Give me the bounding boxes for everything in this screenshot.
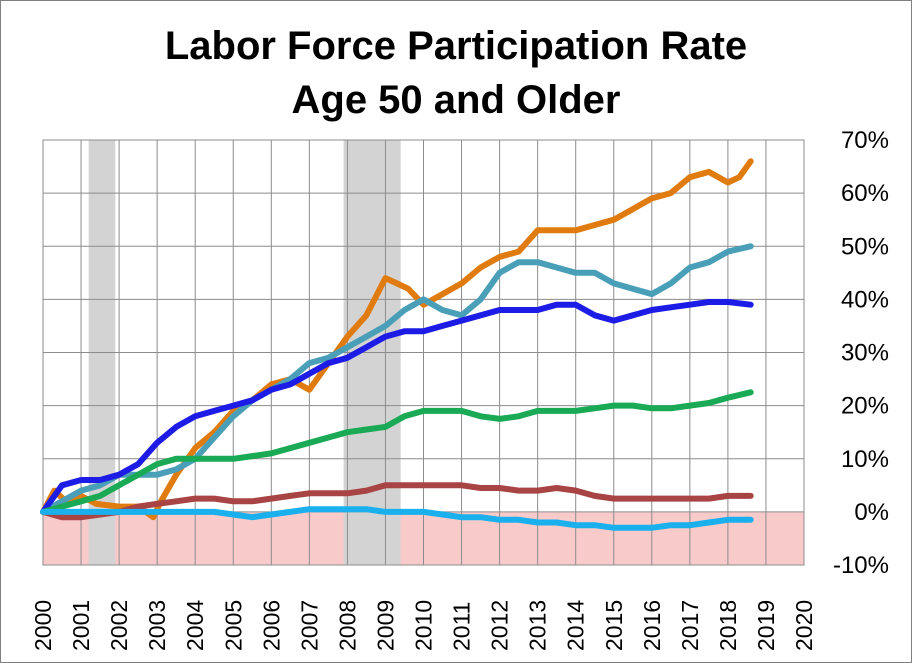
x-tick-label: 2012 <box>487 600 513 651</box>
x-tick-label: 2019 <box>753 600 779 651</box>
y-axis-ticks: -10% 0% 10% 20% 30% 40% 50% 60% 70% <box>833 127 889 579</box>
x-tick-label: 2016 <box>639 600 665 651</box>
x-tick-label: 2008 <box>334 600 360 651</box>
series-line <box>40 299 754 515</box>
x-tick-label: 2020 <box>791 600 817 651</box>
y-tick-label: 10% <box>841 446 889 473</box>
x-tick-label: 2005 <box>220 600 246 651</box>
series-line <box>40 482 754 521</box>
x-tick-label: 2011 <box>449 602 475 651</box>
x-tick-label: 2018 <box>715 600 741 651</box>
y-tick-label: 50% <box>841 233 889 260</box>
x-tick-label: 2014 <box>563 600 589 651</box>
y-tick-label: -10% <box>833 552 889 579</box>
x-tick-label: 2002 <box>106 600 132 651</box>
y-tick-label: 40% <box>841 286 889 313</box>
x-tick-label: 2010 <box>411 600 437 651</box>
series-line <box>40 506 754 531</box>
y-tick-label: 30% <box>841 340 889 367</box>
chart-title: Labor Force Participation Rate <box>164 24 748 68</box>
x-axis-ticks: 2000 2001 2002 2003 2004 2005 2006 2007 2008 2009… <box>30 600 817 651</box>
series-line <box>40 158 754 521</box>
gridlines-layer <box>42 139 805 566</box>
x-tick-label: 2017 <box>677 600 703 651</box>
x-tick-label: 2015 <box>601 600 627 651</box>
x-tick-label: 2006 <box>258 600 284 651</box>
plot-border <box>42 139 805 566</box>
x-tick-label: 2003 <box>144 600 170 651</box>
chart-subtitle: Age 50 and Older <box>291 78 621 122</box>
x-tick-label: 2000 <box>30 600 56 651</box>
x-tick-label: 2013 <box>525 600 551 651</box>
x-tick-label: 2009 <box>372 600 398 651</box>
y-tick-label: 0% <box>854 499 889 526</box>
series-line <box>40 243 754 515</box>
y-tick-label: 60% <box>841 180 889 207</box>
y-tick-label: 20% <box>841 393 889 420</box>
series-line <box>40 389 754 515</box>
x-tick-label: 2001 <box>68 600 94 651</box>
series-layer <box>40 158 754 531</box>
x-tick-label: 2007 <box>296 600 322 651</box>
x-tick-label: 2004 <box>182 600 208 651</box>
y-tick-label: 70% <box>841 127 889 154</box>
